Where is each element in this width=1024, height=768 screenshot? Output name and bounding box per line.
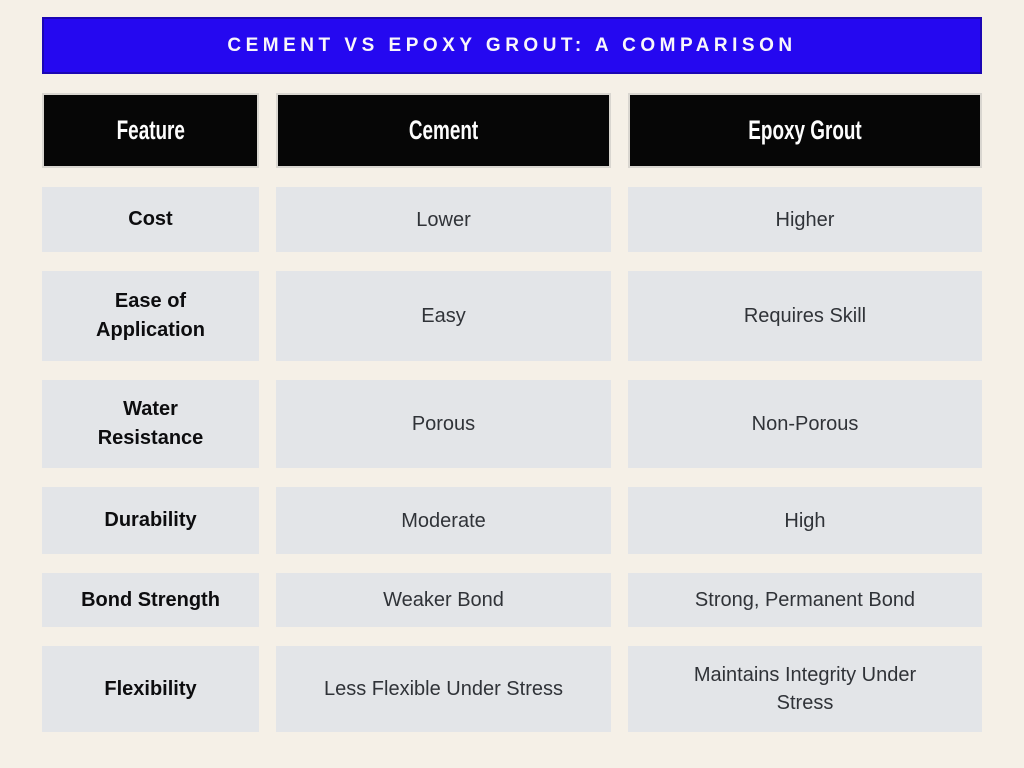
row-bond-strength-epoxy-value: Strong, Permanent Bond xyxy=(628,573,982,627)
column-header-label: Epoxy Grout xyxy=(748,115,862,145)
column-header-label: Feature xyxy=(116,115,185,145)
cell-value: Lower xyxy=(416,208,471,231)
row-durability-epoxy-value: High xyxy=(628,487,982,554)
row-flexibility-epoxy-value: Maintains Integrity Under Stress xyxy=(628,646,982,732)
column-header-cement: Cement xyxy=(276,93,611,168)
cell-value: Moderate xyxy=(401,509,486,532)
feature-label: Cost xyxy=(128,208,173,230)
feature-label: Flexibility xyxy=(104,677,197,700)
cell-value: Non-Porous xyxy=(751,413,859,435)
row-water-resistance-epoxy-value: Non-Porous xyxy=(628,380,982,468)
row-cost-epoxy-value: Higher xyxy=(628,187,982,252)
comparison-table: Feature Cement Epoxy Grout Cost Lower Hi… xyxy=(42,93,982,732)
column-header-label: Cement xyxy=(408,115,479,145)
cell-value: Porous xyxy=(411,413,476,435)
cell-value: Strong, Permanent Bond xyxy=(694,589,916,611)
row-ease-of-application-cement-value: Easy xyxy=(276,271,611,361)
cell-value: Requires Skill xyxy=(743,305,867,327)
row-cost-cement-value: Lower xyxy=(276,187,611,252)
cell-value: Higher xyxy=(775,208,835,231)
cell-value: Easy xyxy=(421,305,466,327)
row-bond-strength-feature: Bond Strength xyxy=(42,573,259,627)
feature-label: Bond Strength xyxy=(81,588,220,611)
row-durability-cement-value: Moderate xyxy=(276,487,611,554)
row-flexibility-cement-value: Less Flexible Under Stress xyxy=(276,646,611,732)
row-flexibility-feature: Flexibility xyxy=(42,646,259,732)
feature-label: Water Resistance xyxy=(97,398,204,449)
row-water-resistance-feature: Water Resistance xyxy=(42,380,259,468)
row-ease-of-application-epoxy-value: Requires Skill xyxy=(628,271,982,361)
row-durability-feature: Durability xyxy=(42,487,259,554)
feature-label: Ease of Application xyxy=(96,290,205,341)
row-bond-strength-cement-value: Weaker Bond xyxy=(276,573,611,627)
cell-value: Less Flexible Under Stress xyxy=(324,678,563,700)
column-header-feature: Feature xyxy=(42,93,259,168)
cell-value: Maintains Integrity Under Stress xyxy=(693,664,917,714)
column-header-epoxy-grout: Epoxy Grout xyxy=(628,93,982,168)
feature-label: Durability xyxy=(104,509,197,531)
row-cost-feature: Cost xyxy=(42,187,259,252)
row-water-resistance-cement-value: Porous xyxy=(276,380,611,468)
title-banner: CEMENT VS EPOXY GROUT: A COMPARISON xyxy=(42,17,982,74)
row-ease-of-application-feature: Ease of Application xyxy=(42,271,259,361)
page-title: CEMENT VS EPOXY GROUT: A COMPARISON xyxy=(227,34,797,56)
cell-value: High xyxy=(784,509,826,532)
cell-value: Weaker Bond xyxy=(383,589,504,611)
